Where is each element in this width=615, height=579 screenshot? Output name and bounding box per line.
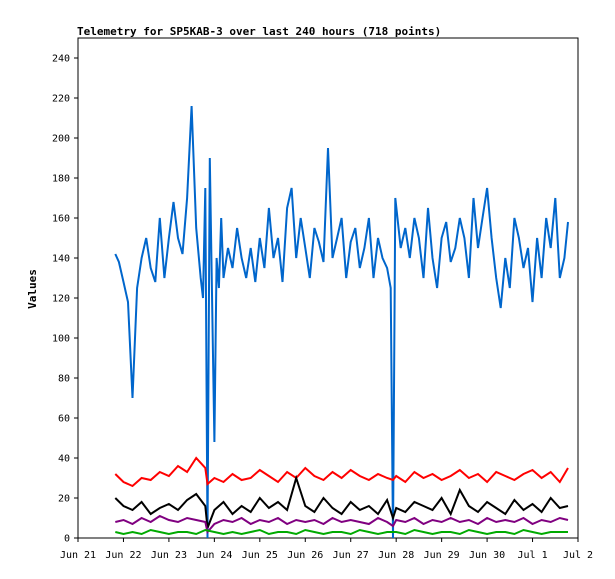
x-tick-label: Jun 21: [60, 550, 96, 561]
x-tick-label: Jun 22: [105, 550, 141, 561]
y-tick-label: 220: [52, 94, 70, 105]
y-tick-label: 240: [52, 54, 70, 65]
series-line-0: [114, 105, 569, 539]
x-tick-label: Jul 1: [517, 550, 547, 561]
y-tick-label: 100: [52, 334, 70, 345]
y-axis: 0 20 40 60 80 100 120 140 160 180 200 220 240: [52, 54, 78, 545]
x-tick-label: Jun 24: [196, 550, 232, 561]
x-tick-label: Jun 27: [333, 550, 369, 561]
y-tick-label: 140: [52, 254, 70, 265]
plot-area-frame: [77, 37, 579, 539]
x-tick-label: Jun 29: [424, 550, 460, 561]
x-axis: Jun 21 Jun 22 Jun 23 Jun 24 Jun 25 Jun 26 Jun …: [60, 538, 593, 561]
y-tick-label: 160: [52, 214, 70, 225]
y-tick-label: 80: [58, 374, 70, 385]
x-tick-label: Jun 28: [378, 550, 414, 561]
y-tick-label: 120: [52, 294, 70, 305]
series-line-2: [114, 474, 569, 529]
y-axis-label: Values: [26, 269, 39, 309]
y-tick-label: 20: [58, 494, 70, 505]
y-tick-label: 0: [64, 534, 70, 545]
x-tick-label: Jun 26: [287, 550, 323, 561]
series-line-3: [115, 514, 569, 535]
series-layer: [114, 105, 569, 539]
chart-title: Telemetry for SP5KAB-3 over last 240 hou…: [77, 25, 441, 38]
y-tick-label: 200: [52, 134, 70, 145]
y-tick-label: 40: [58, 454, 70, 465]
series-line-1: [114, 456, 569, 488]
x-tick-label: Jun 25: [242, 550, 278, 561]
x-tick-label: Jun 23: [151, 550, 187, 561]
x-tick-label: Jun 30: [469, 550, 505, 561]
y-tick-label: 60: [58, 414, 70, 425]
series-line-4: [115, 528, 568, 536]
y-tick-label: 180: [52, 174, 70, 185]
x-tick-label: Jul 2: [563, 550, 593, 561]
